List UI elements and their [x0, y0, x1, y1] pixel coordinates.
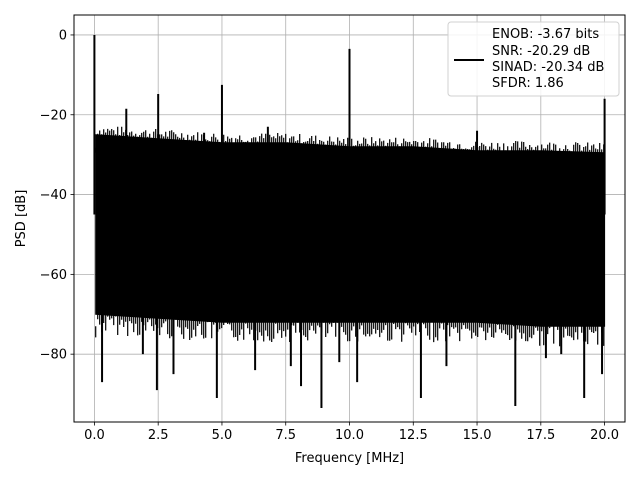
legend: ENOB: -3.67 bits SNR: -20.29 dB SINAD: -… [447, 21, 620, 97]
x-tick-label: 5.0 [212, 428, 233, 443]
x-tick-label: 10.0 [335, 428, 364, 443]
y-axis-label: PSD [dB] [14, 190, 29, 248]
y-tick-label: −40 [40, 188, 67, 203]
x-tick-label: 15.0 [463, 428, 492, 443]
y-tick-label: −80 [40, 348, 67, 363]
axis-ticks: 0.0 2.5 5.0 7.5 10.0 12.5 15.0 17.5 20.0 0 −20 −40 −… [40, 28, 620, 443]
x-tick-label: 17.5 [526, 428, 555, 443]
x-tick-label: 20.0 [590, 428, 619, 443]
x-tick-label: 0.0 [84, 428, 105, 443]
x-tick-label: 2.5 [148, 428, 169, 443]
legend-line-snr: SNR: -20.29 dB [492, 44, 590, 59]
legend-line-sinad: SINAD: -20.34 dB [492, 60, 604, 75]
y-tick-label: −20 [40, 108, 67, 123]
series-psd [93, 34, 606, 409]
x-axis-label: Frequency [MHz] [295, 451, 404, 466]
x-tick-label: 12.5 [399, 428, 428, 443]
y-tick-label: −60 [40, 268, 67, 283]
x-tick-label: 7.5 [275, 428, 296, 443]
legend-line-enob: ENOB: -3.67 bits [492, 27, 599, 42]
y-tick-label: 0 [59, 28, 67, 43]
legend-box [447, 21, 620, 97]
psd-noise-top-edge [95, 126, 605, 153]
legend-line-sfdr: SFDR: 1.86 [492, 76, 564, 91]
